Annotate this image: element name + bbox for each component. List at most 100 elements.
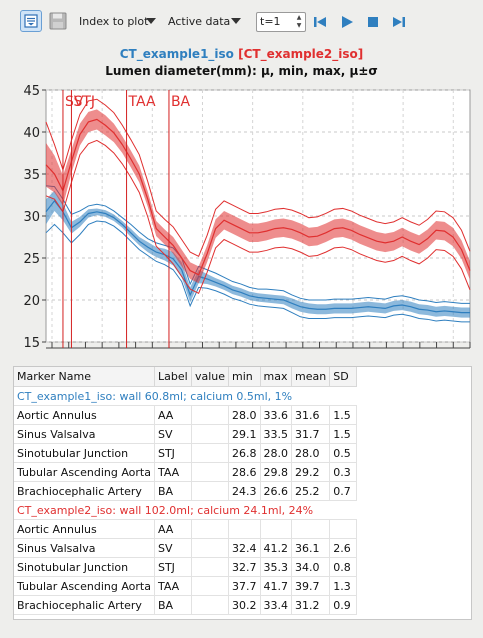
status-bar	[0, 620, 483, 638]
sd-cell: 1.5	[329, 405, 358, 425]
label-cell: BA	[154, 595, 192, 615]
sd-cell: 0.5	[329, 443, 358, 463]
min-cell: 32.7	[228, 557, 261, 577]
series-2-mean-line	[45, 118, 471, 276]
table-row[interactable]: Brachiocephalic Artery BA 30.2 33.4 31.2 0.9	[14, 595, 358, 615]
y-tick-label: 20	[23, 294, 40, 309]
column-header-marker-name[interactable]: Marker Name	[14, 367, 155, 387]
marker-name-cell: Sinotubular Junction	[14, 443, 155, 463]
table-row[interactable]: Sinus Valsalva SV 32.4 41.2 36.1 2.6	[14, 538, 358, 558]
series-2-min-line	[45, 139, 471, 294]
table-row[interactable]: Aortic Annulus AA	[14, 519, 358, 539]
marker-label-stj: STJ	[73, 94, 95, 110]
min-cell: 30.2	[228, 595, 261, 615]
list-view-button[interactable]	[20, 10, 42, 32]
chart-panel: CT_example1_iso [CT_example2_iso] Lumen …	[0, 44, 483, 362]
marker-name-cell: Aortic Annulus	[14, 519, 155, 539]
active-data-label[interactable]: Active data	[168, 15, 231, 28]
table-row[interactable]: Brachiocephalic Artery BA 24.3 26.6 25.2 0.7	[14, 481, 358, 501]
time-stepper[interactable]: t=1 ▲ ▼	[256, 12, 306, 32]
stepper-arrows-icon[interactable]: ▲ ▼	[296, 14, 302, 29]
max-cell: 33.4	[260, 595, 293, 615]
play-button[interactable]	[339, 13, 355, 31]
y-tick-label: 15	[23, 336, 40, 351]
table-row[interactable]: Sinotubular Junction STJ 26.8 28.0 28.0 0.5	[14, 443, 358, 463]
series-2-max-line	[45, 98, 471, 258]
chart-title-series-1: CT_example1_iso	[119, 47, 234, 61]
min-cell: 26.8	[228, 443, 261, 463]
save-button[interactable]	[48, 11, 68, 31]
list-view-icon	[24, 14, 38, 28]
value-cell	[191, 557, 230, 577]
marker-name-cell: Sinotubular Junction	[14, 557, 155, 577]
table-row[interactable]: Sinus Valsalva SV 29.1 33.5 31.7 1.5	[14, 424, 358, 444]
index-to-plot-label[interactable]: Index to plot	[79, 15, 149, 28]
y-tick-label: 40	[23, 126, 40, 141]
value-cell	[191, 462, 230, 482]
max-cell: 41.2	[260, 538, 293, 558]
save-icon	[49, 12, 67, 30]
marker-table-panel: Marker Name Label value min max mean SD …	[13, 366, 472, 620]
marker-name-cell: Sinus Valsalva	[14, 424, 155, 444]
series-1-max-line	[45, 185, 470, 304]
mean-cell: 31.6	[291, 405, 331, 425]
chart-subtitle: Lumen diameter(mm): μ, min, max, μ±σ	[105, 64, 378, 78]
max-cell: 28.0	[260, 443, 293, 463]
min-cell: 32.4	[228, 538, 261, 558]
table-row[interactable]: Tubular Ascending Aorta TAA 28.6 29.8 29.2 0.…	[14, 462, 358, 482]
value-cell	[191, 595, 230, 615]
label-cell: AA	[154, 519, 192, 539]
mean-cell: 25.2	[291, 481, 331, 501]
series-1-min-line	[45, 220, 470, 323]
mean-cell	[291, 519, 331, 539]
column-header-mean[interactable]: mean	[291, 367, 331, 387]
time-value: t=1	[260, 15, 281, 28]
marker-label-sv: SV	[65, 94, 84, 110]
table-row[interactable]: Aortic Annulus AA 28.0 33.6 31.6 1.5	[14, 405, 358, 425]
table-row[interactable]: Sinotubular Junction STJ 32.7 35.3 34.0 0.8	[14, 557, 358, 577]
max-cell: 33.5	[260, 424, 293, 444]
stop-button[interactable]	[365, 13, 381, 31]
sd-cell: 0.3	[329, 462, 358, 482]
column-header-min[interactable]: min	[228, 367, 261, 387]
group-title: CT_example1_iso: wall 60.8ml; calcium 0.…	[14, 386, 357, 406]
table-row[interactable]: Tubular Ascending Aorta TAA 37.7 41.7 39.7 1.…	[14, 576, 358, 596]
column-header-max[interactable]: max	[260, 367, 293, 387]
stop-icon	[368, 17, 378, 27]
series-2-sd-band	[46, 109, 470, 284]
toolbar: Index to plot Active data t=1 ▲ ▼	[0, 0, 483, 46]
sd-cell	[329, 519, 358, 539]
skip-back-icon	[314, 17, 326, 27]
play-icon	[342, 16, 353, 28]
active-data-dropdown-icon[interactable]	[231, 18, 241, 24]
index-to-plot-dropdown-icon[interactable]	[146, 18, 156, 24]
column-header-sd[interactable]: SD	[329, 367, 358, 387]
y-tick-label: 25	[23, 252, 40, 267]
marker-label-ba: BA	[171, 94, 191, 110]
skip-back-button[interactable]	[312, 13, 328, 31]
column-header-value[interactable]: value	[191, 367, 230, 387]
marker-label-taa: TAA	[128, 94, 156, 110]
value-cell	[191, 538, 230, 558]
max-cell: 41.7	[260, 576, 293, 596]
mean-cell: 31.2	[291, 595, 331, 615]
column-header-label[interactable]: Label	[154, 367, 192, 387]
sd-cell: 0.8	[329, 557, 358, 577]
value-cell	[191, 424, 230, 444]
marker-name-cell: Brachiocephalic Artery	[14, 595, 155, 615]
value-cell	[191, 481, 230, 501]
label-cell: BA	[154, 481, 192, 501]
value-cell	[191, 519, 230, 539]
marker-name-cell: Aortic Annulus	[14, 405, 155, 425]
mean-cell: 28.0	[291, 443, 331, 463]
label-cell: AA	[154, 405, 192, 425]
chart-title-series-2: [CT_example2_iso]	[238, 47, 364, 61]
skip-forward-button[interactable]	[391, 13, 407, 31]
sd-cell: 1.5	[329, 424, 358, 444]
marker-name-cell: Brachiocephalic Artery	[14, 481, 155, 501]
sd-cell: 2.6	[329, 538, 358, 558]
value-cell	[191, 576, 230, 596]
max-cell	[260, 519, 293, 539]
series-1-mean-line	[45, 199, 470, 314]
mean-cell: 34.0	[291, 557, 331, 577]
